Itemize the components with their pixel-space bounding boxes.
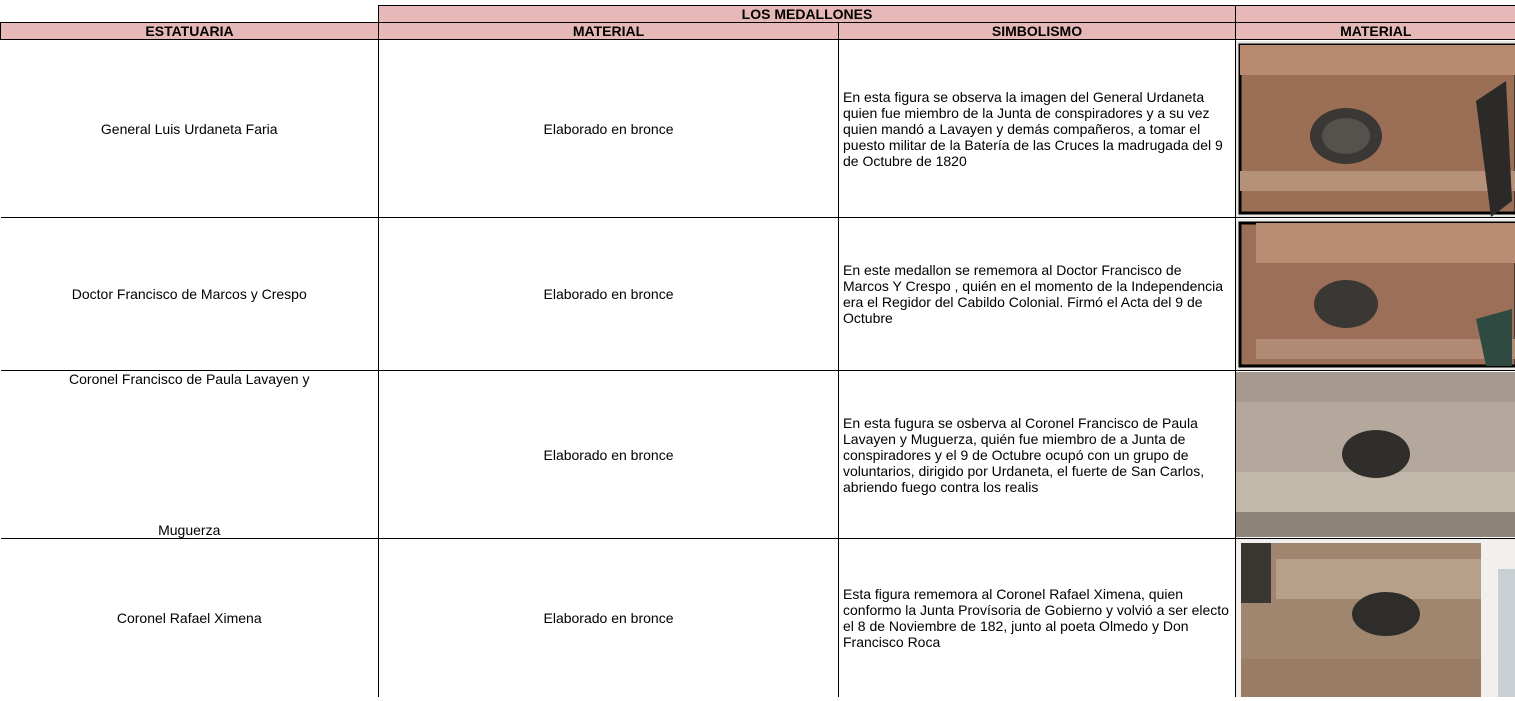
table-title: LOS MEDALLONES [377,5,1237,23]
material: Elaborado en bronce [378,538,839,697]
estatuaria: Coronel Francisco de Paula Lavayen y Mug… [0,370,379,539]
column-header: MATERIAL [1235,22,1515,40]
medallones-table: LOS MEDALLONES ESTATUARIA MATERIAL SIMBO… [0,5,1515,697]
simbolismo: En este medallon se rememora al Doctor F… [838,217,1237,371]
simbolismo: En esta fugura se osberva al Coronel Fra… [838,370,1237,539]
medallion-photo [1236,539,1515,697]
estatuaria: General Luis Urdaneta Faria [0,39,379,218]
material: Elaborado en bronce [378,217,839,371]
estatuaria: Coronel Rafael Ximena [0,538,379,697]
medallion-photo [1236,40,1515,217]
photo [1235,217,1515,371]
medallion-photo [1236,372,1515,537]
simbolismo: En esta figura se observa la imagen del … [838,39,1237,218]
photo [1235,538,1515,697]
material: Elaborado en bronce [378,39,839,218]
estatuaria: Doctor Francisco de Marcos y Crespo [0,217,379,371]
photo [1235,370,1515,539]
estatuaria-line: Coronel Francisco de Paula Lavayen y [69,371,310,387]
simbolismo: Esta figura rememora al Coronel Rafael X… [838,538,1237,697]
column-header: SIMBOLISMO [837,22,1237,40]
estatuaria-line: Muguerza [158,522,221,538]
material: Elaborado en bronce [378,370,839,539]
column-header: MATERIAL [378,22,839,40]
column-header: ESTATUARIA [0,22,379,40]
medallion-photo [1236,218,1515,370]
photo [1235,39,1515,218]
